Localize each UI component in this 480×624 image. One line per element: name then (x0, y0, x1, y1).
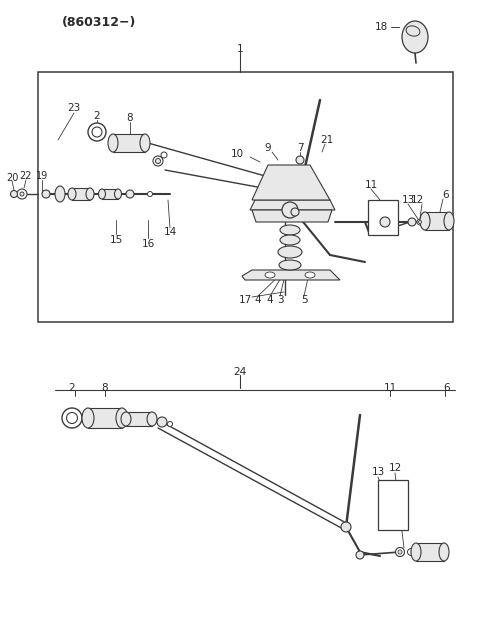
Ellipse shape (55, 186, 65, 202)
Bar (416, 543, 444, 561)
Circle shape (398, 550, 402, 554)
Text: 24: 24 (233, 367, 247, 377)
Bar (113, 134, 145, 152)
Ellipse shape (82, 408, 94, 428)
Circle shape (291, 208, 299, 216)
Ellipse shape (108, 134, 118, 152)
Text: 2: 2 (94, 111, 100, 121)
Polygon shape (250, 200, 335, 210)
Bar (425, 212, 449, 230)
Ellipse shape (444, 212, 454, 230)
Text: 8: 8 (102, 383, 108, 393)
Ellipse shape (115, 189, 121, 199)
Circle shape (168, 421, 172, 426)
Circle shape (296, 156, 304, 164)
Text: 21: 21 (320, 135, 334, 145)
Text: 13: 13 (372, 467, 384, 477)
Ellipse shape (420, 212, 430, 230)
Bar (368, 200, 398, 235)
Circle shape (282, 202, 298, 218)
Text: 12: 12 (388, 463, 402, 473)
Circle shape (88, 123, 106, 141)
Text: 8: 8 (127, 113, 133, 123)
Ellipse shape (305, 272, 315, 278)
Text: 10: 10 (230, 149, 243, 159)
Ellipse shape (278, 246, 302, 258)
Text: 6: 6 (444, 383, 450, 393)
Circle shape (157, 417, 167, 427)
Circle shape (408, 548, 415, 555)
Ellipse shape (140, 134, 150, 152)
Text: 16: 16 (142, 239, 155, 249)
Circle shape (161, 152, 167, 158)
Ellipse shape (265, 272, 275, 278)
Circle shape (153, 156, 163, 166)
Text: 1: 1 (237, 44, 243, 54)
Ellipse shape (402, 21, 428, 53)
Ellipse shape (279, 260, 301, 270)
Text: 23: 23 (67, 103, 81, 113)
Ellipse shape (116, 408, 128, 428)
Ellipse shape (98, 189, 106, 199)
Text: 6: 6 (443, 190, 449, 200)
Ellipse shape (68, 188, 76, 200)
Text: 4: 4 (267, 295, 273, 305)
Circle shape (126, 190, 134, 198)
Ellipse shape (86, 188, 94, 200)
Text: 22: 22 (20, 171, 32, 181)
Text: 19: 19 (36, 171, 48, 181)
Polygon shape (252, 165, 330, 200)
Ellipse shape (280, 225, 300, 235)
Text: (860312−): (860312−) (62, 16, 136, 29)
Bar (378, 480, 408, 530)
Circle shape (11, 190, 17, 198)
Circle shape (62, 408, 82, 428)
Bar (72, 188, 90, 200)
Text: 17: 17 (239, 295, 252, 305)
Text: 18: 18 (375, 22, 388, 32)
Text: 4: 4 (255, 295, 261, 305)
Circle shape (380, 217, 390, 227)
Text: 5: 5 (300, 295, 307, 305)
Bar (126, 412, 152, 426)
Circle shape (92, 127, 102, 137)
Text: 7: 7 (297, 143, 303, 153)
Ellipse shape (411, 543, 421, 561)
Circle shape (20, 192, 24, 196)
Text: 9: 9 (264, 143, 271, 153)
Bar (88, 408, 122, 428)
Circle shape (396, 547, 405, 557)
Text: 15: 15 (109, 235, 122, 245)
Circle shape (147, 192, 153, 197)
Circle shape (419, 220, 421, 223)
Ellipse shape (439, 543, 449, 561)
Text: 13: 13 (401, 195, 415, 205)
Text: 11: 11 (384, 383, 396, 393)
Bar (102, 189, 118, 199)
Ellipse shape (121, 412, 131, 426)
Text: 2: 2 (69, 383, 75, 393)
Circle shape (408, 218, 416, 226)
Circle shape (42, 190, 50, 198)
Circle shape (341, 522, 351, 532)
Text: 20: 20 (6, 173, 18, 183)
Text: 3: 3 (276, 295, 283, 305)
Circle shape (417, 219, 423, 225)
Circle shape (17, 189, 27, 199)
Bar (38, 72, 453, 322)
Circle shape (356, 551, 364, 559)
Ellipse shape (280, 235, 300, 245)
Circle shape (67, 412, 77, 424)
Ellipse shape (406, 26, 420, 36)
Ellipse shape (147, 412, 157, 426)
Text: 11: 11 (364, 180, 378, 190)
Text: 14: 14 (163, 227, 177, 237)
Text: 12: 12 (410, 195, 424, 205)
Polygon shape (252, 210, 332, 222)
Circle shape (156, 158, 160, 163)
Polygon shape (242, 270, 340, 280)
